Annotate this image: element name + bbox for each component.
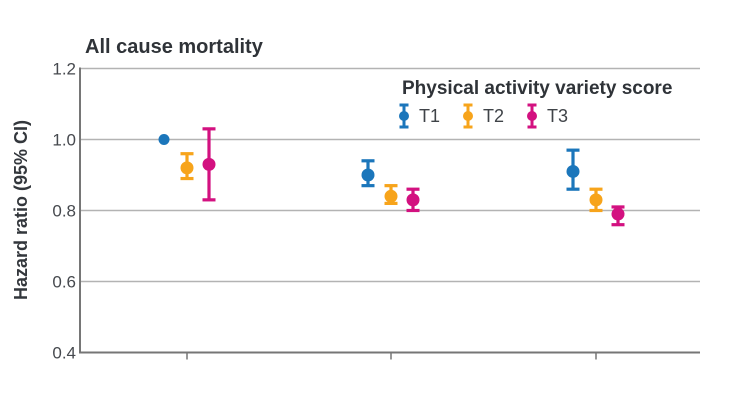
legend-errorbar-icon (527, 111, 537, 121)
hr-point (384, 189, 398, 203)
errorbar-group3-T2 (589, 187, 603, 213)
legend-items: T1 T2 T3 (399, 103, 568, 129)
legend-errorbar-icon (463, 111, 473, 121)
hr-point (406, 193, 420, 207)
hr-point (589, 193, 603, 207)
errorbar-group1-T1 (158, 134, 170, 145)
y-tick-label: 1.0 (52, 131, 76, 150)
legend-errorbar-icon (399, 111, 409, 121)
legend-label: T2 (483, 106, 504, 126)
gridlines (80, 67, 700, 283)
legend-item-T3: T3 (527, 103, 568, 129)
axes (79, 67, 700, 360)
errorbar-group1-T2 (180, 152, 194, 181)
legend-item-T2: T2 (463, 103, 504, 129)
hr-point (202, 157, 216, 171)
chart-title: All cause mortality (85, 36, 264, 58)
y-tick-label: 0.6 (52, 273, 76, 292)
y-axis-title: Hazard ratio (95% CI) (11, 120, 31, 300)
errorbar-group2-T3 (406, 187, 420, 213)
hr-point (180, 161, 194, 175)
errorbar-group2-T2 (384, 184, 398, 205)
y-tick-label: 1.2 (52, 60, 76, 79)
hr-point (566, 164, 580, 178)
legend-label: T3 (547, 106, 568, 126)
y-tick-label: 0.8 (52, 202, 76, 221)
legend-label: T1 (419, 106, 440, 126)
legend-item-T1: T1 (399, 103, 440, 129)
y-tick-labels: 1.2 1.0 0.8 0.6 0.4 (52, 60, 76, 363)
errorbar-group2-T1 (361, 159, 375, 188)
errorbar-group1-T3 (202, 127, 216, 202)
errorbar-group3-T3 (611, 205, 625, 227)
y-tick-label: 0.4 (52, 344, 76, 363)
legend-title: Physical activity variety score (402, 78, 672, 99)
error-bar-marks (158, 127, 625, 227)
hr-point (611, 207, 625, 221)
hr-reference-point (158, 134, 170, 145)
errorbar-group3-T1 (566, 148, 580, 191)
hr-point (361, 168, 375, 182)
